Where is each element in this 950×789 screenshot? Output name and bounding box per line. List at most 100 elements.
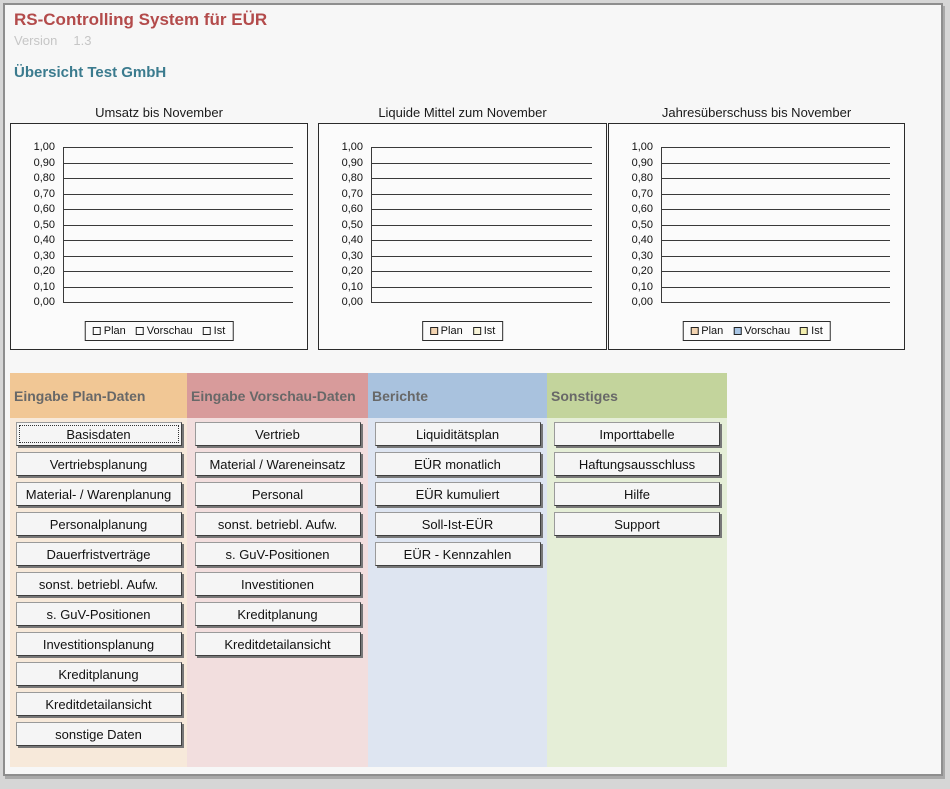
legend-label: Ist (483, 325, 496, 337)
legend-label: Plan (103, 325, 126, 337)
gridline (371, 240, 592, 241)
legend-swatch-ist (472, 327, 481, 335)
y-tick-label: 0,30 (341, 249, 363, 262)
menu-column-body: Basisdaten Vertriebsplanung Material- / Wa… (10, 418, 187, 767)
gridline (63, 162, 293, 164)
gridline (63, 209, 293, 210)
button-s-guv-positionen[interactable]: s. GuV-Positionen (194, 542, 361, 566)
button-support[interactable]: Support (554, 512, 720, 536)
menu-column-body: Liquiditätsplan EÜR monatlich EÜR kumulier… (368, 418, 547, 767)
button-sonst-betriebl-aufw[interactable]: sonst. betriebl. Aufw. (15, 572, 182, 596)
y-tick-label: 0,90 (33, 156, 55, 169)
menu-column-eingabe-vorschau-daten: Eingabe Vorschau-Daten Vertrieb Material /… (187, 373, 368, 767)
legend-item: Vorschau (733, 325, 790, 337)
button-basisdaten[interactable]: Basisdaten (15, 422, 182, 446)
version-text: Version 1.3 (14, 33, 91, 48)
button-eür-kumuliert[interactable]: EÜR kumuliert (374, 482, 541, 506)
y-axis-line (371, 147, 372, 302)
gridline (371, 209, 592, 210)
button-investitionen[interactable]: Investitionen (194, 572, 361, 596)
button-soll-ist-eür[interactable]: Soll-Ist-EÜR (374, 512, 541, 536)
y-tick-label: 0,70 (341, 187, 363, 200)
gridline (371, 286, 592, 288)
button-kreditplanung[interactable]: Kreditplanung (194, 602, 361, 626)
legend: Plan Vorschau Ist (682, 321, 831, 341)
button-kreditdetailansicht[interactable]: Kreditdetailansicht (194, 632, 361, 656)
legend-label: Plan (701, 325, 724, 337)
y-tick-label: 0,80 (33, 172, 55, 184)
y-tick-label: 0,40 (341, 234, 363, 246)
legend-swatch-ist (800, 327, 809, 335)
y-tick-label: 0,70 (33, 187, 55, 200)
legend-label: Plan (440, 325, 463, 337)
app-title: RS-Controlling System für EÜR (14, 10, 268, 29)
y-tick-label: 0,00 (33, 296, 55, 308)
chart-1: Umsatz bis November 1,00 0,90 0,80 0,70 0,60 0… (10, 105, 308, 350)
y-tick-label: 0,60 (33, 203, 55, 215)
button-investitionsplanung[interactable]: Investitionsplanung (15, 632, 182, 656)
button-importtabelle[interactable]: Importtabelle (554, 422, 720, 446)
button-hilfe[interactable]: Hilfe (554, 482, 720, 506)
y-tick-label: 0,00 (341, 296, 363, 308)
chart-plot-area: 1,00 0,90 0,80 0,70 0,60 0,50 0,40 0,30 0,20 0,10… (608, 123, 905, 350)
button-kreditplanung[interactable]: Kreditplanung (15, 662, 182, 686)
y-tick-label: 1,00 (631, 141, 653, 153)
gridline (63, 178, 293, 179)
gridline (661, 209, 890, 210)
gridline (63, 271, 293, 272)
button-sonst-betriebl-aufw[interactable]: sonst. betriebl. Aufw. (194, 512, 361, 536)
button-vertrieb[interactable]: Vertrieb (194, 422, 361, 446)
legend-item: Vorschau (135, 325, 193, 337)
legend: Plan Vorschau Ist (84, 321, 234, 341)
legend-swatch-plan (92, 327, 101, 335)
button-s-guv-positionen[interactable]: s. GuV-Positionen (15, 602, 182, 626)
gridline (371, 162, 592, 164)
button-personal[interactable]: Personal (194, 482, 361, 506)
chart-3: Jahresüberschuss bis November 1,00 0,90 0,8… (608, 105, 905, 350)
menu-column-header: Eingabe Vorschau-Daten (187, 373, 368, 418)
button-haftungsausschluss[interactable]: Haftungsausschluss (554, 452, 720, 476)
button-eür-monatlich[interactable]: EÜR monatlich (374, 452, 541, 476)
y-tick-label: 0,30 (33, 249, 55, 262)
button-dauerfristverträge[interactable]: Dauerfristverträge (15, 542, 182, 566)
y-tick-label: 0,10 (33, 280, 55, 293)
button-eür-kennzahlen[interactable]: EÜR - Kennzahlen (374, 542, 541, 566)
y-tick-label: 0,50 (33, 218, 55, 231)
legend-swatch-ist (202, 327, 211, 335)
legend-label: Ist (213, 325, 226, 337)
gridline (371, 255, 592, 257)
button-material-wareneinsatz[interactable]: Material / Wareneinsatz (194, 452, 361, 476)
version-value: 1.3 (73, 33, 92, 48)
y-tick-label: 1,00 (33, 141, 55, 153)
y-tick-label: 0,80 (341, 172, 363, 184)
menu-column-header: Berichte (368, 373, 547, 418)
button-kreditdetailansicht[interactable]: Kreditdetailansicht (15, 692, 182, 716)
page-title: Übersicht Test GmbH (14, 64, 167, 81)
gridline (661, 147, 890, 148)
button-personalplanung[interactable]: Personalplanung (15, 512, 182, 536)
gridline (661, 162, 890, 164)
button-vertriebsplanung[interactable]: Vertriebsplanung (15, 452, 182, 476)
gridline (661, 193, 890, 195)
legend-item: Ist (472, 325, 496, 337)
legend-item: Ist (202, 325, 226, 337)
gridline (661, 255, 890, 257)
gridline (661, 178, 890, 179)
button-material-warenplanung[interactable]: Material- / Warenplanung (15, 482, 182, 506)
legend-item: Plan (690, 325, 723, 337)
menu-column-berichte: Berichte Liquiditätsplan EÜR monatlich EÜR … (368, 373, 547, 767)
menu-column-sonstiges: Sonstiges Importtabelle Haftungsausschluss… (547, 373, 727, 767)
gridline (371, 302, 592, 303)
legend-swatch-vorschau (733, 327, 742, 335)
y-tick-label: 0,50 (341, 218, 363, 231)
button-liquiditätsplan[interactable]: Liquiditätsplan (374, 422, 541, 446)
y-tick-label: 0,20 (341, 265, 363, 277)
gridline (63, 240, 293, 241)
legend: Plan Ist (421, 321, 504, 341)
menu-column-body: Importtabelle Haftungsausschluss Hilfe Supp… (547, 418, 727, 767)
button-sonstige-daten[interactable]: sonstige Daten (15, 722, 182, 746)
legend-label: Vorschau (146, 325, 193, 337)
gridline (371, 271, 592, 272)
y-tick-label: 0,20 (631, 265, 653, 277)
version-label: Version (14, 33, 58, 48)
